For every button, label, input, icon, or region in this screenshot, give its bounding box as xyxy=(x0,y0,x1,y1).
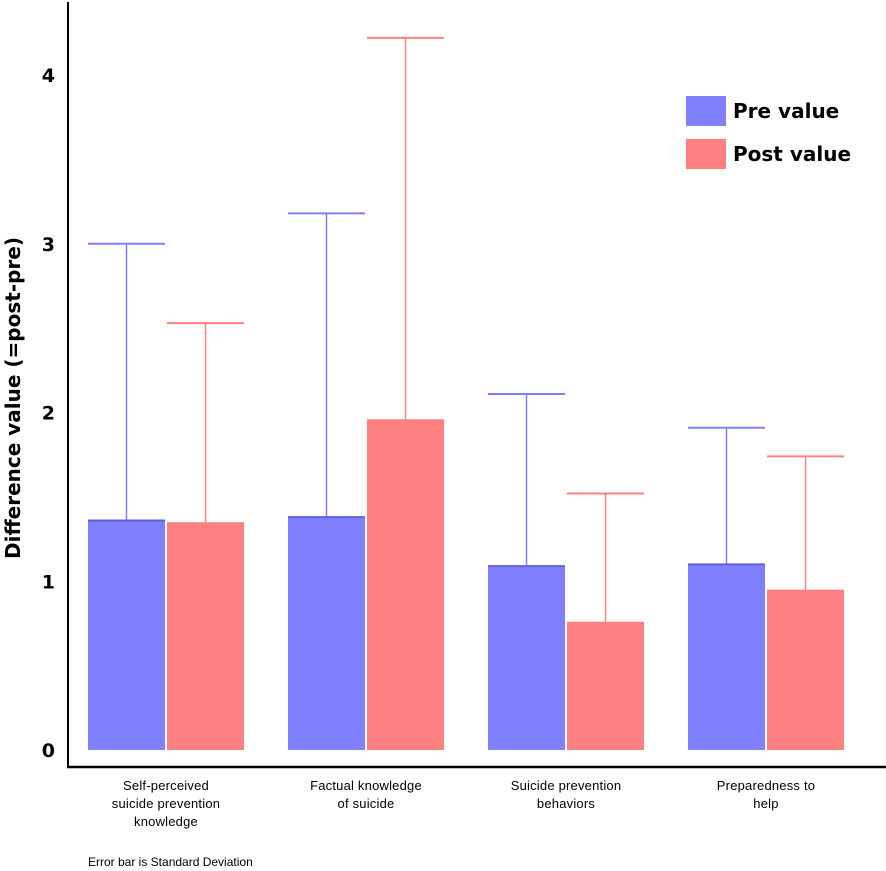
y-tick-label: 3 xyxy=(42,234,55,256)
legend-swatch-1 xyxy=(686,139,726,169)
chart-note: Error bar is Standard Deviation xyxy=(88,855,253,869)
x-tick-label: Self-perceived xyxy=(123,778,209,793)
bar-pre xyxy=(688,564,765,750)
bar-pre xyxy=(488,566,565,750)
bar-pre xyxy=(88,520,165,750)
y-tick-label: 0 xyxy=(42,740,55,762)
y-tick-label: 1 xyxy=(42,571,55,593)
x-tick-label: Preparedness to xyxy=(717,778,815,793)
x-tick-label: behaviors xyxy=(537,796,595,811)
bar-post xyxy=(767,589,844,750)
x-tick-label: suicide prevention xyxy=(112,796,220,811)
legend-label: Pre value xyxy=(733,99,839,123)
y-tick-label: 4 xyxy=(42,65,55,87)
bar-post xyxy=(167,522,244,750)
legend-label: Post value xyxy=(733,142,851,166)
bar-post xyxy=(367,419,444,750)
y-tick-label: 2 xyxy=(42,403,55,425)
legend-swatch-0 xyxy=(686,96,726,126)
bar-post xyxy=(567,621,644,750)
y-axis-label: Difference value (=post-pre) xyxy=(1,237,25,559)
x-tick-label: of suicide xyxy=(338,796,395,811)
x-tick-label: Suicide prevention xyxy=(511,778,622,793)
bar-pre xyxy=(288,517,365,750)
x-tick-label: knowledge xyxy=(134,814,198,829)
x-tick-label: help xyxy=(753,796,778,811)
x-tick-label: Factual knowledge xyxy=(310,778,422,793)
